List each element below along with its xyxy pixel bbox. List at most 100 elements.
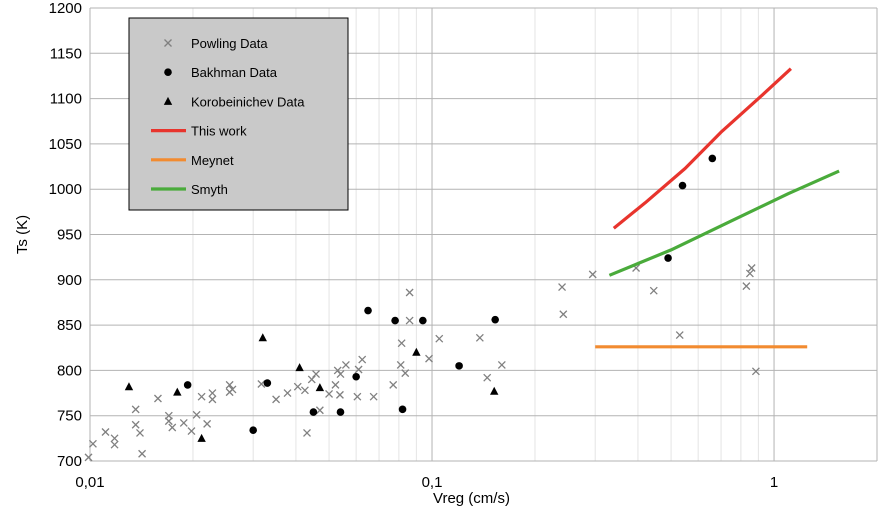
point-powling-data — [197, 392, 206, 401]
x-axis-title: Vreg (cm/s) — [433, 490, 510, 507]
point-powling-data — [138, 449, 147, 458]
point-powling-data — [225, 380, 234, 389]
point-powling-data — [312, 370, 320, 378]
point-powling-data — [588, 270, 597, 279]
point-powling-data — [497, 361, 506, 369]
point-bakhman-data — [391, 316, 399, 325]
point-powling-data — [358, 355, 367, 364]
point-bakhman-data — [664, 254, 672, 262]
data-series — [84, 67, 840, 462]
series-bakhman-data — [183, 154, 717, 434]
point-korobeinichev-data — [173, 387, 182, 396]
point-powling-data — [300, 386, 309, 395]
series-smyth — [608, 169, 840, 277]
point-powling-data — [303, 428, 311, 437]
legend-label: Meynet — [191, 153, 234, 168]
point-powling-data — [293, 382, 302, 391]
legend-item-smyth: Smyth — [151, 182, 228, 197]
point-powling-data — [307, 375, 316, 384]
point-powling-data — [131, 405, 140, 414]
x-tick-label: 0,1 — [422, 474, 443, 491]
legend-label: Smyth — [191, 182, 228, 197]
legend-item-meynet: Meynet — [151, 153, 234, 168]
y-tick-label: 1200 — [49, 0, 82, 17]
point-bakhman-data — [352, 372, 360, 381]
legend-swatch — [164, 68, 172, 76]
point-korobeinichev-data — [197, 433, 206, 442]
point-powling-data — [203, 419, 212, 428]
point-bakhman-data — [708, 154, 717, 163]
legend-label: Powling Data — [191, 36, 268, 51]
point-powling-data — [396, 361, 405, 369]
point-powling-data — [405, 316, 414, 325]
point-bakhman-data — [364, 306, 372, 315]
chart-legend: Powling Data Bakhman Data Korobeinichev Da… — [128, 17, 349, 211]
point-korobeinichev-data — [258, 333, 267, 342]
point-powling-data — [131, 420, 140, 429]
x-axis-ticks: 0,01 0,1 1 — [75, 474, 778, 491]
point-powling-data — [341, 361, 350, 369]
point-powling-data — [283, 389, 292, 398]
point-powling-data — [110, 434, 119, 443]
y-tick-label: 1150 — [50, 45, 82, 62]
y-tick-label: 1100 — [50, 91, 82, 108]
point-powling-data — [179, 418, 188, 427]
point-powling-data — [353, 392, 362, 401]
legend-box — [128, 17, 349, 211]
point-bakhman-data — [183, 381, 192, 389]
point-powling-data — [187, 427, 196, 436]
point-powling-data — [331, 380, 340, 389]
y-axis-title: Ts (K) — [14, 215, 31, 254]
legend-label: This work — [191, 124, 247, 139]
point-bakhman-data — [263, 379, 272, 387]
point-powling-data — [272, 395, 281, 404]
point-powling-data — [425, 354, 433, 363]
x-tick-label: 1 — [770, 474, 778, 491]
point-powling-data — [649, 286, 658, 295]
point-powling-data — [192, 410, 201, 419]
legend-item-korobeinichev-data: Korobeinichev Data — [163, 94, 305, 109]
point-korobeinichev-data — [490, 386, 499, 395]
y-tick-label: 1000 — [49, 181, 82, 198]
point-powling-data — [354, 365, 363, 374]
y-tick-label: 800 — [57, 362, 82, 379]
legend-label: Korobeinichev Data — [191, 94, 305, 109]
line-smyth — [608, 169, 840, 277]
point-powling-data — [389, 380, 398, 389]
point-bakhman-data — [398, 405, 407, 414]
series-powling-data — [84, 264, 760, 462]
point-bakhman-data — [491, 315, 499, 324]
point-powling-data — [483, 373, 492, 382]
point-powling-data — [558, 283, 567, 292]
series-korobeinichev-data — [124, 333, 499, 442]
point-bakhman-data — [419, 316, 427, 325]
point-bakhman-data — [336, 408, 345, 416]
point-korobeinichev-data — [124, 382, 134, 391]
point-powling-data — [747, 264, 756, 272]
point-powling-data — [164, 411, 173, 420]
point-powling-data — [401, 369, 410, 378]
point-powling-data — [257, 380, 266, 388]
point-bakhman-data — [678, 181, 687, 190]
point-powling-data — [335, 390, 344, 399]
point-powling-data — [369, 392, 378, 401]
point-powling-data — [228, 385, 237, 394]
point-bakhman-data — [455, 362, 463, 370]
point-powling-data — [153, 394, 162, 403]
point-powling-data — [208, 395, 217, 404]
point-powling-data — [745, 269, 754, 278]
point-powling-data — [336, 370, 345, 378]
point-korobeinichev-data — [412, 347, 421, 356]
point-powling-data — [435, 334, 444, 343]
point-powling-data — [84, 453, 93, 462]
point-powling-data — [325, 389, 334, 398]
point-bakhman-data — [309, 408, 318, 416]
legend-swatch — [163, 96, 173, 105]
point-powling-data — [168, 423, 177, 432]
point-powling-data — [208, 389, 217, 398]
y-tick-label: 950 — [57, 227, 82, 244]
y-axis-ticks: 700 750 800 850 900 950 1000 1050 1100 1150 1200 — [49, 0, 82, 470]
point-bakhman-data — [249, 426, 257, 434]
y-tick-label: 850 — [57, 317, 82, 334]
